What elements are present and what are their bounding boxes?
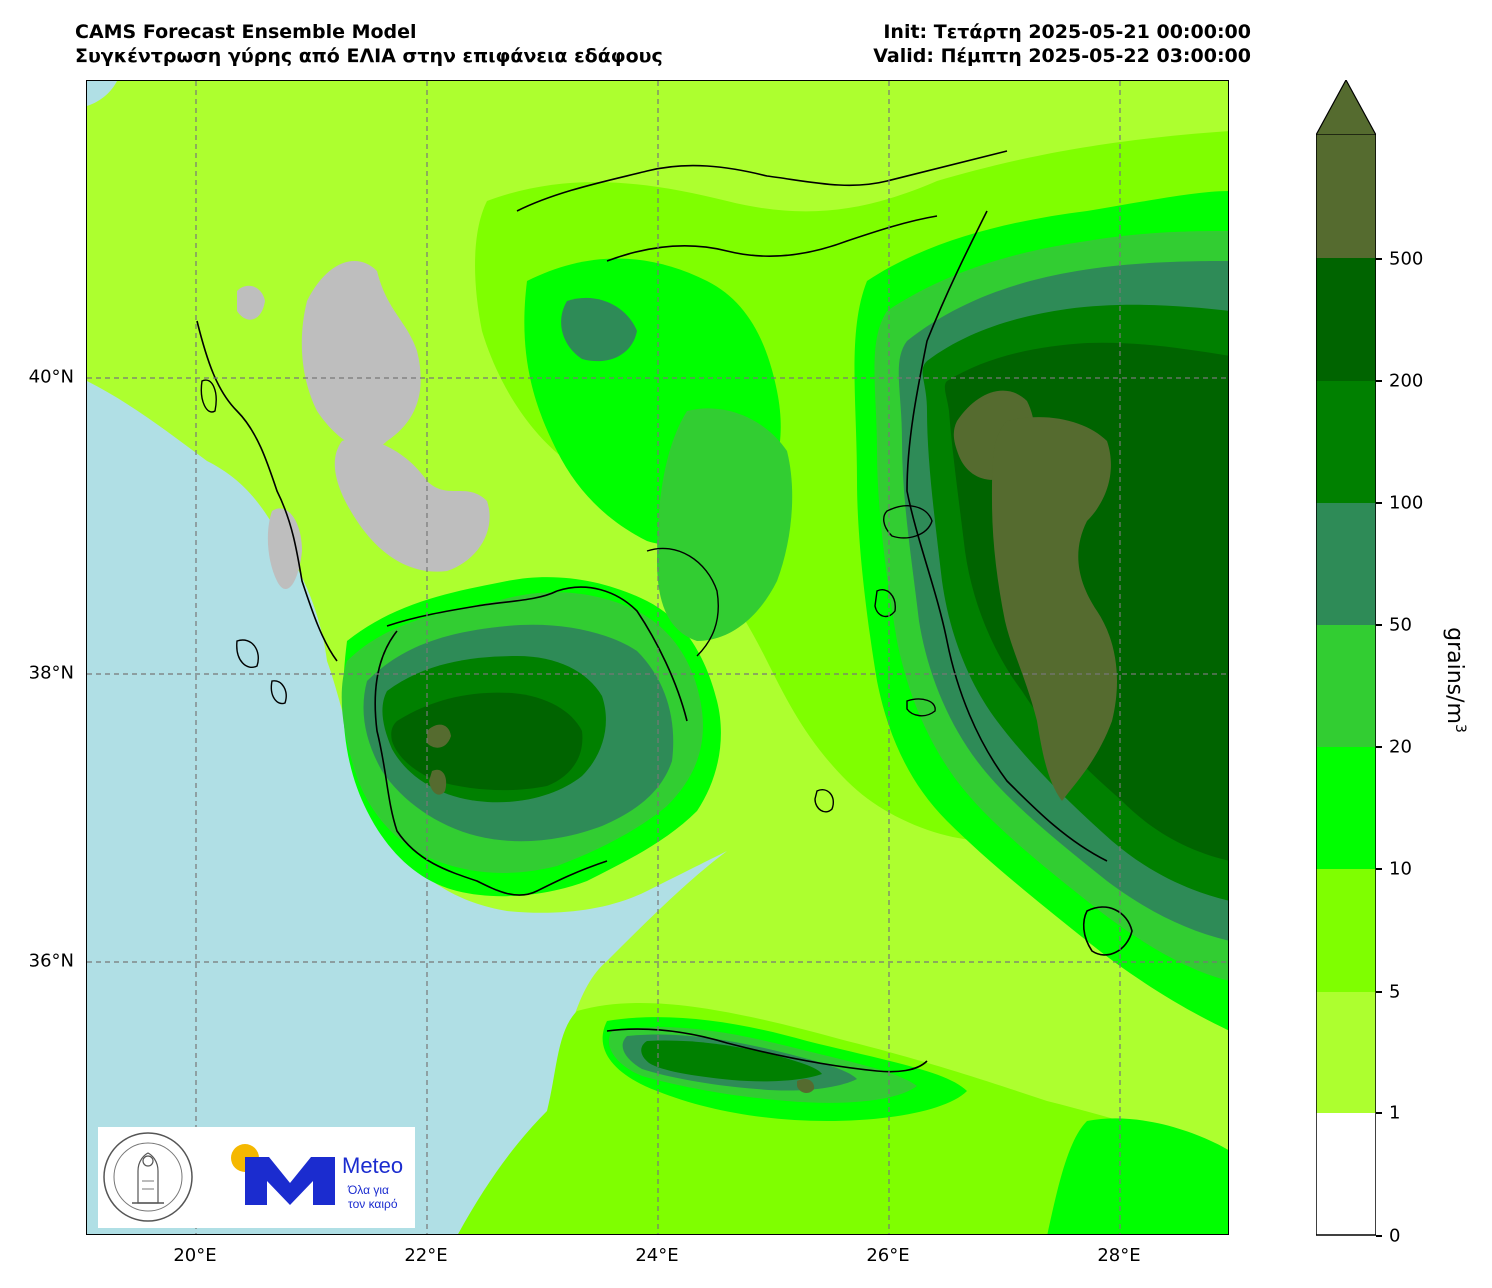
cb-tick-mark xyxy=(1376,502,1382,504)
cb-level-1-5 xyxy=(1316,992,1376,1113)
lat-tick-38n: 38°N xyxy=(28,662,74,684)
pollen-map xyxy=(87,81,1228,1234)
observatory-seal xyxy=(103,1132,193,1222)
map-panel xyxy=(86,80,1229,1235)
lon-tick-28e: 28°E xyxy=(1097,1245,1141,1266)
cb-label-100: 100 xyxy=(1389,492,1424,514)
rhodes-outline xyxy=(1082,906,1133,956)
cb-label-10: 10 xyxy=(1389,858,1412,880)
euboea xyxy=(646,547,719,657)
band-20-50-thessaly xyxy=(657,408,793,641)
chios xyxy=(874,589,896,618)
attica-coast xyxy=(556,586,688,722)
cb-label-0: 0 xyxy=(1389,1225,1401,1247)
coastlines xyxy=(196,150,1133,1073)
cb-tick-mark xyxy=(1376,991,1382,993)
cb-label-500: 500 xyxy=(1389,248,1424,270)
cb-level-10-20 xyxy=(1316,747,1376,869)
cb-label-20: 20 xyxy=(1389,736,1412,758)
colorbar xyxy=(1316,80,1376,1236)
missing-epirus xyxy=(334,438,490,572)
missing-albania xyxy=(301,261,421,450)
cb-label-1: 1 xyxy=(1389,1102,1401,1124)
greece-west-coast xyxy=(196,320,338,662)
meteo-brand-name: Meteo xyxy=(342,1153,404,1178)
init-time: Init: Τετάρτη 2025-05-21 00:00:00 xyxy=(883,21,1251,43)
meteo-tagline: Όλα για τον καιρό xyxy=(348,1183,398,1211)
lesvos xyxy=(883,505,933,539)
colorbar-unit-label: grains/m3 xyxy=(1442,627,1468,733)
cb-label-5: 5 xyxy=(1389,981,1401,1003)
cb-level-200-500 xyxy=(1316,258,1376,381)
islands xyxy=(200,379,936,813)
band-over-500-crete xyxy=(797,1078,815,1093)
samos xyxy=(906,698,936,717)
band-200-500-peloponnese xyxy=(391,692,583,791)
cb-tick-mark xyxy=(1376,746,1382,748)
missing-north xyxy=(237,285,265,320)
cb-tick-mark xyxy=(1376,1235,1382,1237)
lon-tick-22e: 22°E xyxy=(404,1245,448,1266)
gridlines xyxy=(87,81,1228,1234)
cb-label-200: 200 xyxy=(1389,370,1424,392)
lat-tick-36n: 36°N xyxy=(28,950,74,972)
band-10-20-se xyxy=(1047,1118,1228,1234)
cb-tick-mark xyxy=(1376,258,1382,260)
crete-outline xyxy=(606,1028,928,1073)
colorbar-extend-arrow xyxy=(1316,80,1376,136)
cb-level-5-10 xyxy=(1316,869,1376,992)
zakynthos xyxy=(270,680,287,705)
cb-tick-mark xyxy=(1376,624,1382,626)
cb-tick-mark xyxy=(1376,380,1382,382)
band-100-200-crete xyxy=(641,1040,822,1082)
unit-base: grains/m xyxy=(1441,627,1467,724)
nw-sea-corner xyxy=(87,81,117,106)
north-border xyxy=(516,150,1008,212)
band-over-500-east-core xyxy=(992,417,1117,801)
kefalonia xyxy=(236,639,259,668)
cb-level-100-200 xyxy=(1316,381,1376,503)
lon-tick-26e: 26°E xyxy=(866,1245,910,1266)
model-name: CAMS Forecast Ensemble Model xyxy=(75,21,417,43)
ionian-sea xyxy=(87,381,727,1234)
header-right: Init: Τετάρτη 2025-05-21 00:00:00 Valid:… xyxy=(873,20,1251,68)
corfu xyxy=(200,379,217,413)
cb-tick-mark xyxy=(1376,868,1382,870)
cb-level-20-50 xyxy=(1316,625,1376,747)
missing-west-coast xyxy=(267,508,302,590)
valid-time: Valid: Πέμπτη 2025-05-22 03:00:00 xyxy=(873,45,1251,67)
peloponnese-outline xyxy=(374,630,608,896)
thrace-coast xyxy=(606,215,938,262)
meteo-m-logo xyxy=(245,1157,335,1205)
band-over-500-peloponnese xyxy=(427,724,451,748)
gulf-coast xyxy=(386,590,558,627)
lon-tick-24e: 24°E xyxy=(635,1245,679,1266)
lon-tick-20e: 20°E xyxy=(173,1245,217,1266)
band-50-100-chalkidiki xyxy=(561,297,637,362)
unit-exponent: 3 xyxy=(1452,723,1469,733)
naxos xyxy=(814,789,834,813)
logo-panel: Meteo Όλα για τον καιρό xyxy=(98,1127,415,1228)
cb-level-over-500 xyxy=(1316,135,1376,258)
cb-label-50: 50 xyxy=(1389,614,1412,636)
cb-level-0-1 xyxy=(1316,1113,1376,1235)
lat-tick-40n: 40°N xyxy=(28,366,74,388)
variable-title: Συγκέντρωση γύρης από ΕΛΙΑ στην επιφάνει… xyxy=(75,45,663,67)
cb-level-50-100 xyxy=(1316,503,1376,625)
header-left: CAMS Forecast Ensemble Model Συγκέντρωση… xyxy=(75,20,663,68)
turkey-west-coast xyxy=(906,210,1108,862)
cb-tick-mark xyxy=(1376,1112,1382,1114)
band-over-500-kythira xyxy=(429,769,447,795)
